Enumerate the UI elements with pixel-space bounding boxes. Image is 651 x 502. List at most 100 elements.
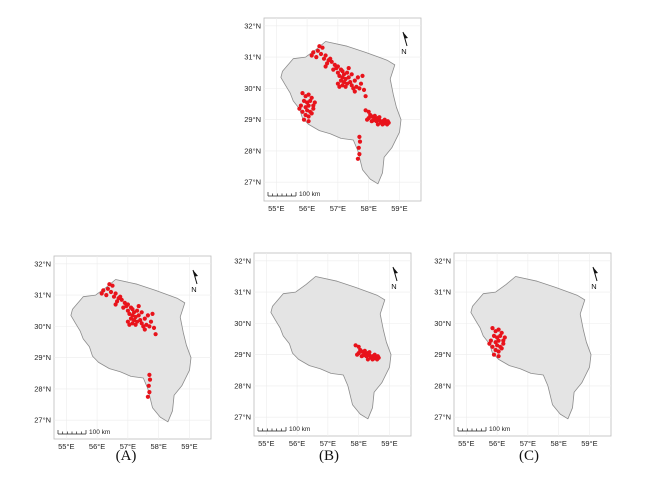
map-a: 27°N 28°N 29°N 30°N 31°N 32°N 55°E 56°E 57°E 58°E…	[34, 255, 212, 451]
occurrence-point-all	[355, 156, 360, 161]
lat-tick-label: 31°N	[34, 291, 51, 300]
occurrence-point-all	[301, 117, 307, 122]
occurrence-point-b	[355, 352, 360, 357]
scale-label: 100 km	[89, 429, 110, 436]
occurrence-point-all	[309, 111, 314, 116]
occurrence-point-a	[130, 313, 135, 318]
map-b: 27°N 28°N 29°N 30°N 31°N 32°N 55°E 56°E 57°E 58°E…	[234, 252, 412, 448]
occurrence-point-all	[357, 134, 362, 139]
map-all: 27°N 28°N 29°N 30°N 31°N 32°N 55°E 56°E 57°E 58°E…	[244, 17, 422, 213]
lat-tick-label: 32°N	[244, 21, 261, 30]
scale-label: 100 km	[299, 191, 320, 198]
lat-tick-label: 28°N	[434, 381, 451, 390]
occurrence-point-a	[148, 319, 154, 324]
lon-tick-label: 59°E	[381, 439, 397, 448]
occurrence-point-c	[496, 349, 501, 354]
lat-tick-label: 30°N	[434, 319, 451, 328]
occurrence-point-a	[142, 327, 147, 332]
occurrence-point-a	[113, 302, 118, 307]
lat-tick-label: 32°N	[434, 256, 451, 265]
lat-tick-label: 30°N	[244, 84, 261, 93]
occurrence-point-c	[491, 352, 497, 357]
occurrence-point-b	[367, 350, 372, 355]
north-label: N	[391, 282, 396, 291]
scale-label: 100 km	[289, 426, 310, 433]
lat-tick-label: 32°N	[34, 259, 51, 268]
occurrence-point-a	[139, 321, 144, 326]
lat-tick-label: 28°N	[234, 381, 251, 390]
north-arrow-icon	[392, 266, 398, 282]
lat-tick-label: 29°N	[434, 350, 451, 359]
occurrence-point-all	[323, 64, 328, 69]
occurrence-point-all	[306, 119, 311, 124]
occurrence-point-all	[372, 113, 377, 118]
occurrence-point-all	[377, 115, 382, 120]
occurrence-point-c	[498, 333, 503, 338]
occurrence-point-all	[380, 122, 385, 127]
occurrence-point-a	[113, 291, 118, 296]
occurrence-point-all	[341, 80, 347, 85]
caption-b: (B)	[319, 448, 339, 464]
lon-tick-label: 57°E	[120, 442, 136, 451]
occurrence-point-c	[487, 341, 492, 346]
lat-tick-label: 31°N	[434, 288, 451, 297]
occurrence-point-all	[366, 109, 371, 114]
occurrence-point-all	[369, 119, 374, 124]
map-panel-all: 27°N 28°N 29°N 30°N 31°N 32°N 55°E 56°E 57°E 58°E…	[242, 15, 422, 225]
occurrence-point-all	[306, 114, 311, 119]
lat-tick-label: 32°N	[234, 256, 251, 265]
lat-tick-label: 28°N	[244, 146, 261, 155]
occurrence-point-c	[491, 333, 497, 338]
lat-tick-label: 27°N	[244, 178, 261, 187]
occurrence-point-a	[147, 324, 152, 329]
lon-tick-label: 57°E	[520, 439, 536, 448]
lat-tick-label: 29°N	[234, 350, 251, 359]
occurrence-point-c	[501, 338, 506, 343]
lat-tick-label: 27°N	[234, 413, 251, 422]
occurrence-point-a	[147, 372, 152, 377]
occurrence-point-a	[136, 304, 141, 309]
caption-c: (C)	[519, 448, 539, 464]
occurrence-point-all	[357, 86, 362, 91]
lon-tick-label: 56°E	[299, 204, 315, 213]
occurrence-point-a	[99, 291, 104, 296]
occurrence-point-all	[356, 145, 361, 150]
occurrence-point-a	[105, 286, 110, 291]
occurrence-point-a	[145, 313, 150, 318]
occurrence-point-all	[385, 119, 390, 124]
occurrence-point-a	[104, 293, 109, 298]
occurrence-point-all	[337, 84, 342, 89]
occurrence-point-all	[360, 73, 365, 78]
occurrence-point-a	[153, 332, 158, 337]
occurrence-point-a	[147, 377, 153, 382]
occurrence-point-all	[361, 87, 367, 92]
occurrence-point-all	[301, 98, 307, 103]
occurrence-point-a	[151, 325, 157, 330]
occurrence-point-all	[331, 67, 336, 72]
occurrence-point-a	[147, 390, 152, 395]
occurrence-point-all	[311, 106, 316, 111]
map-c: 27°N 28°N 29°N 30°N 31°N 32°N 55°E 56°E 57°E 58°E…	[434, 252, 612, 448]
lon-tick-label: 56°E	[289, 439, 305, 448]
occurrence-point-all	[365, 117, 370, 122]
occurrence-point-all	[308, 98, 313, 103]
north-arrow-icon	[592, 266, 598, 282]
lat-tick-label: 28°N	[34, 384, 51, 393]
occurrence-point-all	[306, 92, 311, 97]
occurrence-point-a	[139, 310, 144, 315]
lat-tick-label: 30°N	[34, 322, 51, 331]
scale-bar	[457, 427, 487, 432]
occurrence-point-a	[108, 289, 114, 295]
occurrence-point-b	[356, 344, 361, 349]
lat-tick-label: 30°N	[234, 319, 251, 328]
map-panel-b: 27°N 28°N 29°N 30°N 31°N 32°N 55°E 56°E 57°E 58°E…	[232, 250, 412, 460]
occurrence-point-all	[300, 109, 305, 114]
occurrence-point-all	[375, 122, 380, 127]
occurrence-point-all	[348, 80, 353, 85]
occurrence-point-a	[121, 305, 126, 310]
occurrence-point-all	[363, 94, 368, 99]
occurrence-point-all	[335, 70, 340, 75]
occurrence-point-b	[359, 354, 364, 359]
occurrence-point-a	[136, 313, 141, 318]
occurrence-point-b	[375, 354, 380, 359]
